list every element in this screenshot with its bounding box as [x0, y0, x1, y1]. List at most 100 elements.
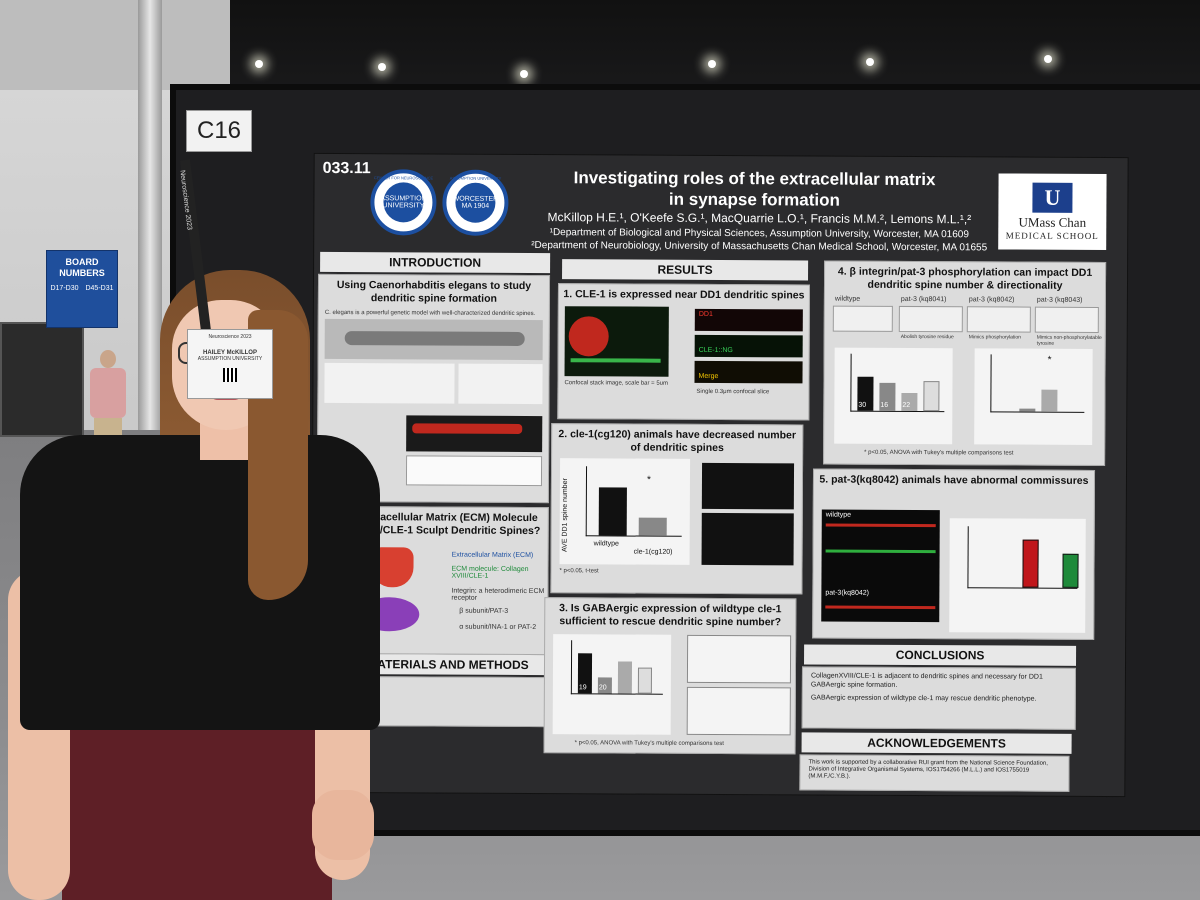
result-1-panel: 1. CLE-1 is expressed near DD1 dendritic… [557, 283, 810, 421]
result-2-bar [598, 487, 627, 536]
result-3-bar-label: 19 [578, 684, 587, 692]
result-4-footnote: * p<0.05, ANOVA with Tukey's multiple co… [864, 449, 1014, 457]
dic-image [405, 455, 543, 487]
result-4-bar [1019, 408, 1036, 412]
ecm-label: β subunit/PAT-3 [459, 607, 509, 615]
poster-number: 033.11 [322, 159, 371, 178]
diagram-image [458, 363, 543, 405]
background-poster-board [0, 322, 84, 437]
significance-star: * [646, 474, 651, 486]
result-5-panel: 5. pat-3(kq8042) animals have abnormal c… [812, 468, 1096, 640]
badge-name: HAILEY McKILLOP [203, 350, 257, 356]
strain-label: pat-3 (kq8043) [1036, 296, 1083, 304]
ceiling-light [378, 63, 386, 71]
umass-chan-logo: U UMass Chan MEDICAL SCHOOL [998, 173, 1107, 251]
badge-org: ASSUMPTION UNIVERSITY [197, 356, 263, 362]
result-5-chart [949, 518, 1086, 633]
strain-image [832, 305, 893, 332]
ecm-label: α subunit/INA-1 or PAT-2 [459, 623, 537, 632]
ceiling-light [708, 60, 716, 68]
dd1-image: DD1 [694, 308, 803, 332]
strain-note: Abolish tyrosine residue [900, 333, 954, 341]
result-2-category: cle-1(cg120) [633, 548, 673, 556]
board-numbers-sign: BOARD NUMBERS D17-D30 D45-D31 [46, 250, 118, 328]
qr-code-icon [223, 368, 237, 382]
result-1-title: 1. CLE-1 is expressed near DD1 dendritic… [563, 288, 805, 302]
rescue-image-2 [686, 686, 791, 736]
strain-label: pat-3 (kq8042) [968, 296, 1015, 304]
pillar [138, 0, 162, 430]
conclusions-header: CONCLUSIONS [804, 644, 1077, 666]
result-3-chart: 19 20 [552, 634, 672, 735]
ecm-label: Extracellular Matrix (ECM) [451, 551, 534, 560]
spine-image-mutant [701, 512, 794, 566]
result-2-panel: 2. cle-1(cg120) animals have decreased n… [550, 423, 804, 595]
right-hand [312, 790, 374, 860]
conclusion-item: GABAergic expression of wildtype cle-1 m… [810, 694, 1037, 703]
merge-image: Merge [694, 360, 803, 384]
strain-label: wildtype [834, 295, 861, 303]
result-4-title: 4. β integrin/pat-3 phosphorylation can … [837, 265, 1093, 292]
result-3-bar-label: 20 [598, 684, 607, 692]
result-4-bar-label: 16 [880, 401, 889, 409]
result-2-ylabel: AVE DD1 spine number [561, 478, 569, 553]
ceiling-light [1044, 55, 1052, 63]
center-for-neuroscience-logo: CENTER FOR NEUROSCIENCE ASSUMPTION UNIVE… [370, 169, 437, 236]
result-4-bar [923, 381, 940, 412]
result-3-title: 3. Is GABAergic expression of wildtype c… [559, 602, 782, 629]
result-2-footnote: * p<0.05, t-test [559, 568, 599, 575]
rescue-image-1 [686, 634, 792, 684]
black-blouse [20, 435, 380, 730]
result-4-panel: 4. β integrin/pat-3 phosphorylation can … [823, 260, 1107, 467]
result-5-bar [1062, 553, 1079, 588]
result-4-bar [1041, 389, 1058, 412]
strain-note: Mimics non-phosphorylatable tyrosine [1036, 334, 1102, 347]
ecm-label: ECM molecule: Collagen XVIII/CLE-1 [451, 565, 529, 580]
dic-image [406, 415, 543, 453]
result-4-bar-label: 30 [858, 401, 867, 409]
result-5-bar [1022, 539, 1039, 588]
cle1-image: CLE-1::NG [694, 334, 803, 358]
conclusions-panel: CollagenXVIII/CLE-1 is adjacent to dendr… [801, 666, 1076, 730]
badge-header: Neuroscience 2023 [208, 334, 252, 340]
affiliation-1: ¹Department of Biological and Physical S… [549, 227, 969, 241]
result-2-category: wildtype [593, 540, 619, 548]
presenter [0, 270, 390, 900]
ceiling-light [520, 70, 528, 78]
result-3-footnote: * p<0.05, ANOVA with Tukey's multiple co… [574, 740, 724, 748]
poster-authors: McKillop H.E.¹, O'Keefe S.G.¹, MacQuarri… [547, 210, 972, 227]
strain-label: pat-3 (kq8041) [900, 295, 947, 304]
conclusion-item: CollagenXVIII/CLE-1 is adjacent to dendr… [810, 672, 1043, 689]
result-3-bar [617, 661, 633, 694]
result-1-caption: Confocal stack image, scale bar = 5um [564, 380, 669, 387]
affiliation-2: ²Department of Neurobiology, University … [531, 240, 988, 254]
acknowledgements-panel: This work is supported by a collaborativ… [799, 754, 1070, 792]
ecm-label: Integrin: a heterodimeric ECM receptor [451, 587, 545, 602]
ceiling-light [255, 60, 263, 68]
confocal-image [564, 306, 669, 377]
result-1-caption: Single 0.3μm confocal slice [696, 388, 770, 396]
result-2-chart: AVE DD1 spine number * wildtype cle-1(cg… [559, 458, 691, 565]
acknowledgements-header: ACKNOWLEDGEMENTS [801, 732, 1072, 754]
poster-title: Investigating roles of the extracellular… [573, 168, 936, 210]
commissure-image: wildtype pat-3(kq8042) [821, 509, 940, 623]
ceiling-light [866, 58, 874, 66]
strain-image [1034, 306, 1099, 333]
result-2-title: 2. cle-1(cg120) animals have decreased n… [558, 428, 797, 455]
spine-image-wildtype [701, 462, 795, 510]
strain-image [898, 305, 963, 333]
assumption-university-seal: ASSUMPTION UNIVERSITY WORCESTER MA 1904 [442, 169, 509, 236]
acknowledgements-text: This work is supported by a collaborativ… [808, 759, 1048, 780]
strain-note: Mimics phosphorylation [968, 334, 1021, 341]
research-poster: 033.11 CENTER FOR NEUROSCIENCE ASSUMPTIO… [310, 152, 1129, 798]
attendee-badge: Neuroscience 2023 HAILEY McKILLOP ASSUMP… [187, 329, 273, 399]
result-5-title: 5. pat-3(kq8042) animals have abnormal c… [819, 473, 1089, 487]
strain-image [966, 306, 1031, 333]
result-3-panel: 3. Is GABAergic expression of wildtype c… [543, 597, 797, 755]
result-4-chart-left: 30 16 22 [834, 347, 953, 445]
results-header: RESULTS [562, 259, 809, 281]
result-4-chart-right: * [974, 348, 1093, 445]
significance-star: * [1047, 354, 1052, 366]
booth-label: C16 [186, 110, 252, 152]
result-3-bar [637, 667, 652, 694]
